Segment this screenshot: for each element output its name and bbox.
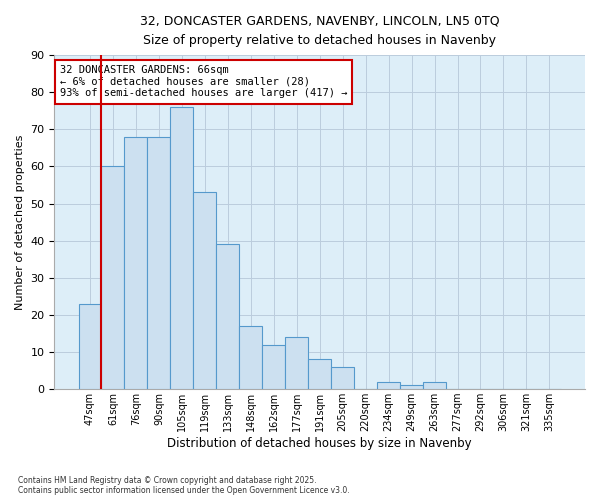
Text: Contains HM Land Registry data © Crown copyright and database right 2025.
Contai: Contains HM Land Registry data © Crown c…	[18, 476, 350, 495]
Bar	[217, 244, 239, 389]
Bar	[331, 367, 354, 389]
Bar	[101, 166, 124, 389]
Title: 32, DONCASTER GARDENS, NAVENBY, LINCOLN, LN5 0TQ
Size of property relative to de: 32, DONCASTER GARDENS, NAVENBY, LINCOLN,…	[140, 15, 500, 47]
Bar	[262, 344, 285, 389]
Bar	[239, 326, 262, 389]
X-axis label: Distribution of detached houses by size in Navenby: Distribution of detached houses by size …	[167, 437, 472, 450]
Bar	[400, 386, 423, 389]
Bar	[193, 192, 217, 389]
Bar	[79, 304, 101, 389]
Bar	[285, 337, 308, 389]
Bar	[423, 382, 446, 389]
Y-axis label: Number of detached properties: Number of detached properties	[15, 134, 25, 310]
Bar	[308, 360, 331, 389]
Text: 32 DONCASTER GARDENS: 66sqm
← 6% of detached houses are smaller (28)
93% of semi: 32 DONCASTER GARDENS: 66sqm ← 6% of deta…	[60, 65, 347, 98]
Bar	[377, 382, 400, 389]
Bar	[124, 137, 148, 389]
Bar	[148, 137, 170, 389]
Bar	[170, 107, 193, 389]
